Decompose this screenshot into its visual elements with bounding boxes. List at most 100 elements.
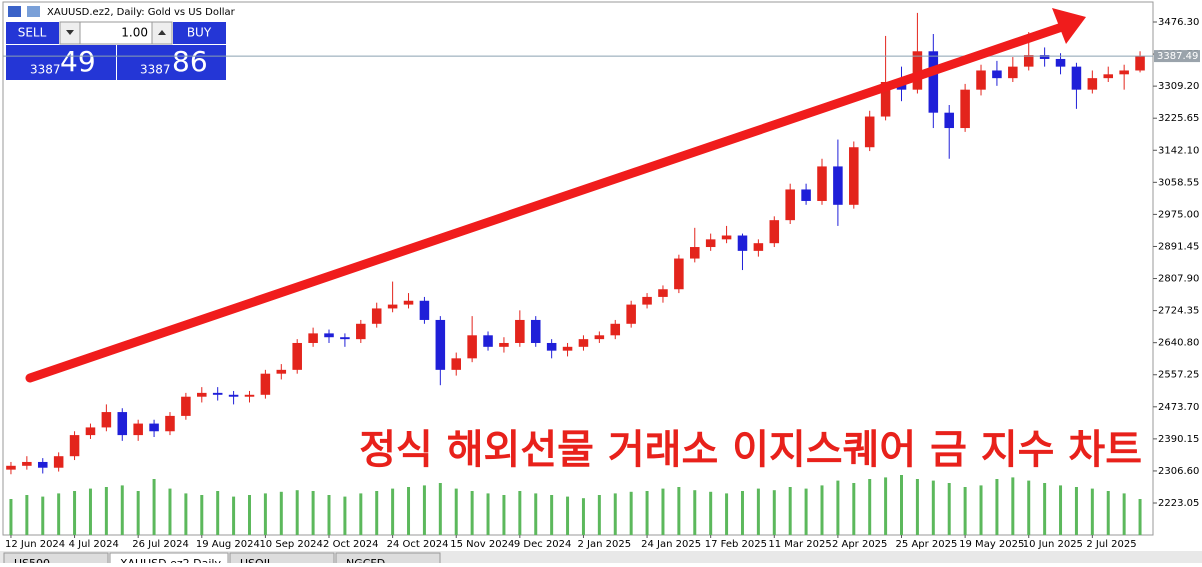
candle-body — [435, 319, 446, 370]
candle-body — [530, 319, 541, 343]
candle-body — [451, 358, 461, 370]
x-tick-label: 2 Apr 2025 — [832, 539, 887, 550]
y-tick-label: 2724.35 — [1158, 306, 1199, 317]
candle-body — [292, 342, 302, 370]
down-icon — [66, 30, 74, 35]
candle-body — [165, 415, 175, 432]
candle-body — [1087, 78, 1098, 90]
y-tick-label: 2306.60 — [1158, 466, 1199, 477]
sell-price-big: 49 — [60, 45, 96, 78]
buy-price-small: 3387 — [140, 63, 171, 77]
candle-body — [324, 333, 334, 338]
last-price-label: 3387.49 — [1157, 51, 1198, 62]
x-tick-label: 24 Oct 2024 — [387, 539, 449, 550]
buy-price-big: 86 — [172, 45, 208, 78]
sell-button[interactable] — [6, 22, 59, 44]
x-tick-label: 2 Jul 2025 — [1086, 539, 1136, 550]
y-tick-label: 3058.55 — [1158, 177, 1199, 188]
window-icon — [8, 6, 21, 17]
buy-price-box[interactable] — [117, 45, 226, 80]
trend-arrow — [25, 22, 1067, 383]
candle-body — [1055, 58, 1066, 67]
candle-body — [483, 335, 493, 347]
y-tick-label: 3142.10 — [1158, 145, 1199, 156]
candle-body — [801, 189, 811, 201]
candle-body — [260, 373, 271, 395]
y-tick-label: 2223.05 — [1158, 498, 1199, 509]
candle-body — [1071, 66, 1082, 90]
y-tick-label: 3225.65 — [1158, 113, 1199, 124]
buy-label: BUY — [187, 26, 212, 40]
candle-body — [356, 323, 366, 340]
candle-body — [992, 70, 1002, 79]
candle-body — [515, 319, 525, 343]
candle-body — [419, 300, 430, 320]
candle-body — [753, 243, 764, 251]
candle-body — [721, 235, 732, 240]
candle-body — [149, 423, 159, 432]
candle-body — [960, 89, 970, 129]
y-tick-label: 3309.20 — [1158, 81, 1199, 92]
candle-body — [499, 342, 509, 347]
candle-body — [69, 435, 80, 457]
candle-body — [117, 412, 128, 436]
candle-body — [1119, 70, 1129, 75]
x-tick-label: 19 May 2025 — [959, 539, 1024, 550]
candle-body — [546, 342, 557, 351]
volume-value: 1.00 — [121, 26, 148, 40]
y-tick-label: 2975.00 — [1158, 209, 1199, 220]
window-icon — [27, 6, 40, 17]
tab-label: XAUUSD.ez2,Daily — [120, 557, 221, 563]
tab-label: NGCFD,... — [346, 557, 399, 563]
candle-body — [769, 220, 780, 244]
candle-body — [22, 461, 32, 466]
candle-body — [976, 70, 986, 90]
candle-body — [197, 392, 207, 397]
tab-label: USOIL,... — [240, 557, 287, 563]
x-tick-label: 15 Nov 2024 — [450, 539, 514, 550]
trade-panel: SELL 1.00 BUY 3387 49 3387 86 — [6, 21, 226, 80]
x-tick-label: 11 Mar 2025 — [768, 539, 831, 550]
candle-body — [849, 147, 859, 205]
sell-price-box[interactable] — [6, 45, 116, 80]
tab-label: US500,... — [14, 557, 64, 563]
candle-body — [578, 339, 589, 347]
y-tick-label: 3476.30 — [1158, 17, 1199, 28]
candle-body — [562, 346, 573, 351]
candle-body — [85, 427, 96, 436]
x-tick-label: 2 Oct 2024 — [323, 539, 378, 550]
candle-body — [864, 116, 875, 148]
candle-body — [467, 335, 477, 359]
candle-body — [912, 51, 923, 90]
candle-body — [880, 81, 891, 117]
candle-body — [833, 166, 843, 205]
y-tick-label: 2390.15 — [1158, 434, 1199, 445]
candle-body — [308, 333, 318, 343]
buy-button[interactable] — [173, 22, 226, 44]
candle-body — [37, 461, 48, 468]
candle-body — [610, 323, 621, 336]
candle-body — [737, 235, 748, 251]
annotation: 정식 해외선물 거래소 이지스퀘어 금 지수 차트 — [359, 427, 1142, 473]
candle-body — [228, 394, 239, 397]
candle-body — [626, 304, 636, 324]
candle-body — [244, 394, 255, 397]
y-tick-label: 2473.70 — [1158, 402, 1199, 413]
candle-body — [674, 258, 684, 290]
candle-body — [6, 465, 16, 470]
x-tick-label: 10 Sep 2024 — [259, 539, 322, 550]
candle-body — [1023, 55, 1034, 67]
candle-body — [817, 166, 827, 201]
x-tick-label: 17 Feb 2025 — [705, 539, 767, 550]
candle-body — [928, 51, 939, 113]
x-tick-label: 12 Jun 2024 — [5, 539, 65, 550]
candle-body — [1039, 55, 1050, 59]
x-tick-label: 26 Jul 2024 — [132, 539, 189, 550]
candle-body — [371, 308, 382, 324]
sell-price-small: 3387 — [30, 63, 61, 77]
x-tick-label: 24 Jan 2025 — [641, 539, 701, 550]
candle-body — [212, 392, 223, 395]
candle-body — [181, 396, 191, 416]
